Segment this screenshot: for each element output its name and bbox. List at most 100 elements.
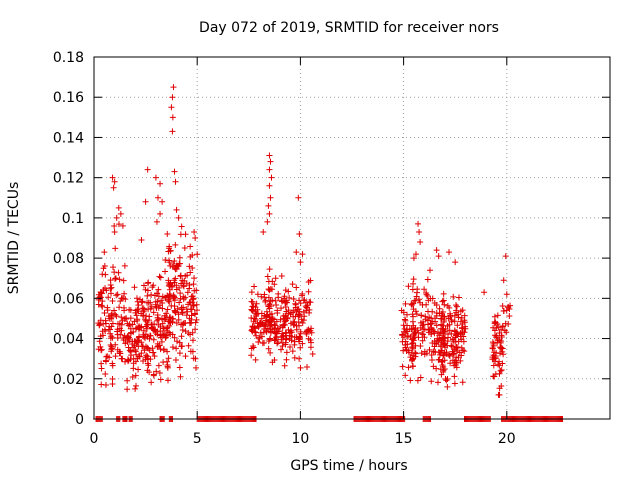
data-point — [422, 313, 429, 320]
data-point — [271, 322, 278, 329]
data-point — [108, 313, 115, 320]
y-axis-label: SRMTID / TECUs — [6, 182, 22, 295]
data-point — [266, 336, 273, 343]
data-point — [164, 306, 171, 313]
data-point — [292, 301, 299, 308]
data-point — [283, 335, 290, 342]
data-point — [426, 267, 433, 274]
data-point — [171, 257, 178, 264]
data-point — [265, 345, 272, 352]
data-point — [133, 312, 140, 319]
data-point — [173, 319, 180, 326]
data-point — [295, 306, 302, 313]
data-point — [408, 301, 415, 308]
data-point — [154, 194, 161, 201]
data-point — [290, 321, 297, 328]
data-point — [505, 321, 512, 328]
data-point — [450, 293, 457, 300]
data-point — [132, 338, 139, 345]
data-point — [117, 210, 124, 217]
data-point — [109, 380, 116, 387]
data-point — [451, 312, 458, 319]
data-point — [481, 289, 488, 296]
data-point — [410, 355, 417, 362]
data-point — [115, 269, 122, 276]
data-point — [410, 280, 417, 287]
data-point — [299, 320, 306, 327]
data-point — [490, 342, 497, 349]
data-point — [257, 329, 264, 336]
data-point — [190, 281, 197, 288]
data-point — [121, 332, 128, 339]
data-point — [308, 329, 315, 336]
data-point — [444, 383, 451, 390]
data-point — [165, 282, 172, 289]
data-point — [164, 230, 171, 237]
data-point — [115, 204, 122, 211]
data-point — [459, 307, 466, 314]
data-point — [437, 349, 444, 356]
data-point — [176, 299, 183, 306]
data-point — [421, 286, 428, 293]
data-point — [254, 310, 261, 317]
data-point — [169, 94, 176, 101]
data-point — [500, 351, 507, 358]
data-point — [419, 330, 426, 337]
data-point — [430, 348, 437, 355]
data-point — [506, 313, 513, 320]
data-point — [121, 290, 128, 297]
x-tick-label: 15 — [395, 431, 413, 447]
data-point — [267, 158, 274, 165]
data-point — [174, 262, 181, 269]
data-point — [172, 356, 179, 363]
data-point — [296, 355, 303, 362]
data-point — [167, 319, 174, 326]
data-point — [160, 346, 167, 353]
data-point — [287, 311, 294, 318]
data-point — [120, 277, 127, 284]
data-point — [181, 320, 188, 327]
y-tick-label: 0.06 — [53, 291, 84, 307]
data-point — [410, 300, 417, 307]
data-point — [111, 178, 118, 185]
data-point — [169, 114, 176, 121]
data-point — [192, 326, 199, 333]
data-point — [404, 332, 411, 339]
data-point — [154, 317, 161, 324]
data-point — [491, 349, 498, 356]
data-point — [493, 324, 500, 331]
data-point — [248, 345, 255, 352]
data-point — [445, 331, 452, 338]
data-point — [130, 360, 137, 367]
data-point — [117, 298, 124, 305]
data-point — [497, 367, 504, 374]
data-point — [278, 336, 285, 343]
data-point — [417, 343, 424, 350]
data-point — [410, 276, 417, 283]
data-point — [498, 332, 505, 339]
data-point — [406, 349, 413, 356]
data-point — [157, 274, 164, 281]
data-point — [285, 288, 292, 295]
data-point — [296, 338, 303, 345]
data-point — [300, 297, 307, 304]
data-point — [258, 315, 265, 322]
data-point — [274, 340, 281, 347]
data-point — [304, 302, 311, 309]
data-point — [146, 313, 153, 320]
data-point — [112, 311, 119, 318]
data-point — [452, 332, 459, 339]
data-point — [175, 214, 182, 221]
data-point — [125, 335, 132, 342]
data-point — [266, 152, 273, 159]
data-point — [250, 318, 257, 325]
data-point — [124, 386, 131, 393]
data-point — [150, 282, 157, 289]
data-point — [126, 321, 133, 328]
data-point — [96, 293, 103, 300]
data-point — [448, 342, 455, 349]
data-point — [194, 251, 201, 258]
data-point — [165, 257, 172, 264]
data-point — [133, 382, 140, 389]
